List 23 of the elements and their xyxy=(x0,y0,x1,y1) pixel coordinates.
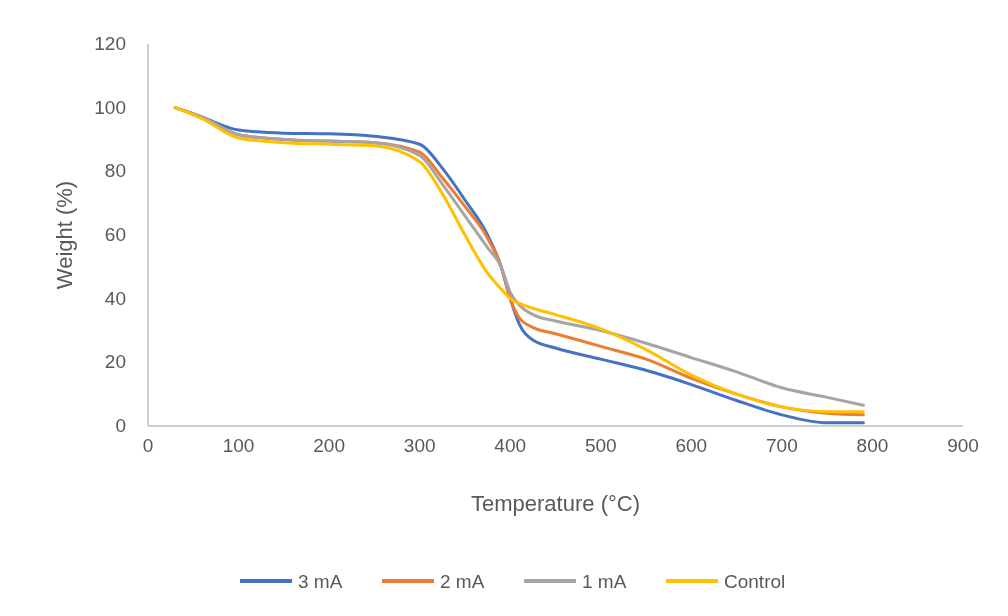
x-tick-label: 800 xyxy=(856,435,889,456)
y-tick-label: 60 xyxy=(104,224,126,245)
x-tick-label: 100 xyxy=(222,435,255,456)
x-tick-label: 400 xyxy=(494,435,527,456)
y-axis-title: Weight (%) xyxy=(52,180,77,290)
x-tick-label: 900 xyxy=(947,435,979,456)
x-tick-label: 600 xyxy=(675,435,708,456)
x-tick-label: 300 xyxy=(403,435,436,456)
x-tick-label: 500 xyxy=(584,435,617,456)
legend-label: 3 mA xyxy=(298,571,343,592)
y-tick-label: 40 xyxy=(104,287,126,309)
x-tick-label: 200 xyxy=(313,435,345,456)
x-axis-title: Temperature (°C) xyxy=(471,491,640,516)
legend-label: Control xyxy=(724,571,786,592)
y-tick-label: 80 xyxy=(104,160,126,182)
y-tick-label: 20 xyxy=(104,351,126,373)
y-tick-label: 0 xyxy=(115,415,126,436)
legend-label: 1 mA xyxy=(582,571,627,592)
y-tick-label: 120 xyxy=(94,33,126,54)
x-tick-label: 0 xyxy=(142,435,154,456)
y-tick-label: 100 xyxy=(94,96,126,118)
legend-label: 2 mA xyxy=(440,571,485,592)
x-tick-label: 700 xyxy=(766,435,798,456)
